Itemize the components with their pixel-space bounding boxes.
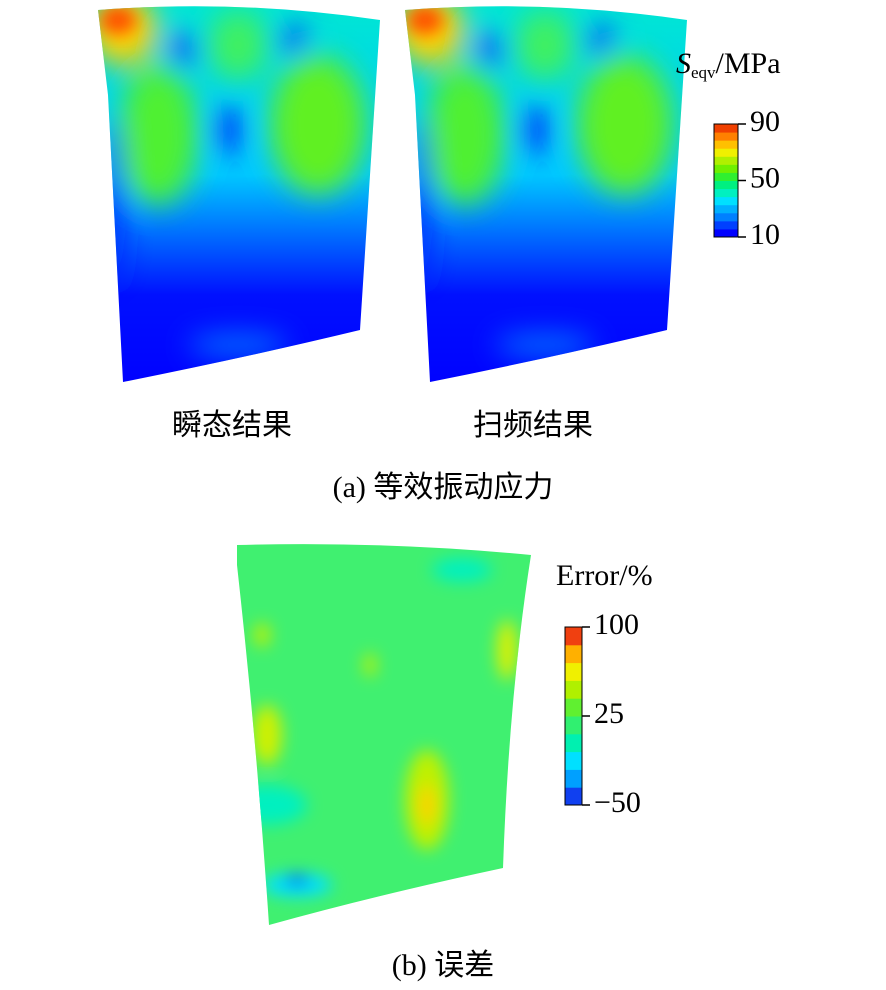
colorbar-band: [565, 751, 582, 770]
right-label: 扫频结果: [473, 409, 593, 442]
colorbar-band: [565, 787, 582, 806]
colorbar-band: [714, 156, 738, 165]
colorbar-tick-label: 25: [594, 697, 624, 730]
colorbar-band: [714, 164, 738, 173]
colorbar-band: [565, 680, 582, 699]
colorbar-band: [714, 148, 738, 157]
colorbar-band: [565, 733, 582, 753]
colorbar-band: [565, 716, 582, 735]
subscript: eqv: [691, 63, 716, 82]
colorbar-band: [565, 627, 582, 646]
colorbar-band: [714, 132, 738, 141]
colorbar-band: [714, 212, 738, 222]
colorbar-band: [565, 662, 582, 681]
colorbar-band: [714, 124, 738, 133]
colorbar-tick-label: 50: [750, 161, 780, 194]
error-contour-plot: [237, 544, 531, 925]
colorbar-tick-label: 100: [594, 608, 639, 641]
contour-plot-sweep: [395, 0, 695, 395]
colorbar-band: [714, 188, 738, 198]
contour-plot-transient: [88, 0, 388, 395]
colorbar-tick-label: 90: [750, 105, 780, 138]
left-label: 瞬态结果: [172, 409, 292, 442]
colorbar-band: [714, 204, 738, 214]
colorbar-band: [565, 769, 582, 788]
colorbar-band: [714, 220, 738, 230]
caption-b: (b) 误差: [392, 949, 494, 982]
colorbar-band: [714, 172, 738, 181]
caption-a: (a) 等效振动应力: [333, 471, 554, 504]
colorbar-band: [565, 698, 582, 717]
colorbar-band: [714, 228, 738, 238]
colorbar-band: [714, 196, 738, 206]
symbol: S: [676, 47, 691, 80]
colorbar-title: Seqv/MPa: [676, 47, 781, 82]
unit: /MPa: [716, 47, 781, 80]
colorbar-tick-label: 10: [750, 218, 780, 251]
colorbar-band: [714, 140, 738, 149]
colorbar-band: [714, 180, 738, 190]
colorbar-tick-label: −50: [594, 786, 641, 819]
colorbar-band: [565, 644, 582, 664]
colorbar-title: Error/%: [556, 559, 653, 592]
